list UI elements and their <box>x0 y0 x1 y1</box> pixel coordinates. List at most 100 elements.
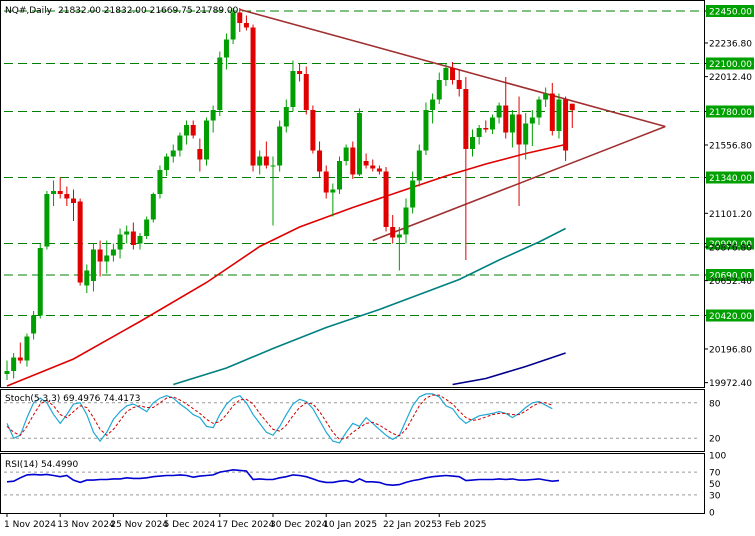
candle-body <box>71 198 76 203</box>
price-level-badge <box>706 237 754 250</box>
candle-body <box>343 147 349 161</box>
symbol-label: NQ#,Daily <box>5 6 53 16</box>
candle-body <box>137 236 143 244</box>
candle-body <box>77 201 83 283</box>
candle-body <box>263 156 269 166</box>
price-tick-label: 20690.00 <box>709 272 752 282</box>
candles <box>4 8 575 380</box>
stoch-header: Stoch(5,3,3) 69.4976 74.4173 <box>5 394 140 404</box>
candle-body <box>483 128 489 130</box>
ma_slow-line <box>173 227 566 386</box>
candle-body <box>110 249 116 256</box>
time-tick-label: 17 Dec 2024 <box>217 520 275 530</box>
candle-body <box>390 227 396 238</box>
candle-body <box>403 207 409 235</box>
candle-body <box>563 99 569 151</box>
candle-body <box>489 117 495 130</box>
price-level-badge <box>706 171 754 184</box>
price-tick-label: 21556.80 <box>709 141 752 151</box>
triangle-trendlines <box>239 8 666 242</box>
candle-body <box>190 125 196 136</box>
candle-body <box>297 71 303 74</box>
candle-body <box>516 114 522 145</box>
time-tick-label: 3 Feb 2025 <box>436 520 486 530</box>
candle-body <box>150 194 156 220</box>
rsi-header: RSI(14) 54.4990 <box>5 460 78 470</box>
candle-body <box>230 12 236 40</box>
rsi-tick-label: 30 <box>709 491 721 501</box>
candle-body <box>356 113 362 175</box>
candle-body <box>323 171 329 193</box>
price-tick-label: 21101.20 <box>709 210 752 220</box>
candle-body <box>383 171 389 227</box>
candle-body <box>337 161 342 190</box>
candle-body <box>250 27 256 166</box>
candle-body <box>330 189 336 193</box>
candle-body <box>237 12 243 23</box>
candle-body <box>556 99 562 131</box>
candle-body <box>11 357 17 371</box>
candle-body <box>277 126 283 166</box>
candle-body <box>476 128 482 137</box>
candle-body <box>257 156 263 166</box>
ohlc-values: 21832.00 21832.00 21669.75 21789.00 <box>58 6 239 16</box>
time-tick-label: 13 Nov 2024 <box>57 520 115 530</box>
rsi-panel-frame <box>0 453 705 514</box>
candle-body <box>170 150 176 157</box>
candle-body <box>124 231 130 235</box>
candle-body <box>97 249 103 262</box>
candle-body <box>57 191 63 194</box>
candle-body <box>423 110 429 151</box>
candle-body <box>270 165 276 167</box>
candle-body <box>470 137 475 149</box>
candle-body <box>24 336 30 361</box>
time-tick-label: 5 Dec 2024 <box>164 520 216 530</box>
time-tick-label: 10 Jan 2025 <box>323 520 377 530</box>
moving-averages <box>6 143 566 387</box>
candle-body <box>217 57 223 110</box>
candle-body <box>184 125 190 136</box>
candle-body <box>509 114 515 133</box>
chart-header: NQ#,Daily 21832.00 21832.00 21669.75 2178… <box>5 6 239 16</box>
candle-body <box>303 74 309 110</box>
candle-body <box>536 99 542 118</box>
candle-body <box>370 165 376 169</box>
time-tick-label: 25 Nov 2024 <box>110 520 168 530</box>
price-tick-label: 22012.40 <box>709 73 752 83</box>
candle-body <box>430 99 436 110</box>
price-level-badge <box>706 57 754 70</box>
candle-body <box>177 135 183 151</box>
candle-body <box>549 93 555 131</box>
candle-body <box>443 68 449 80</box>
candle-body <box>529 117 535 124</box>
rsi-tick-label: 0 <box>709 509 715 519</box>
main-panel-frame <box>0 0 705 388</box>
candle-body <box>31 315 37 334</box>
price-level-badge <box>706 269 754 281</box>
candle-body <box>51 191 57 194</box>
rsi-line <box>6 468 560 487</box>
stoch-panel-frame <box>0 389 705 452</box>
stoch-tick-label: 80 <box>709 399 721 409</box>
candle-body <box>210 110 216 121</box>
time-tick-label: 22 Jan 2025 <box>383 520 437 530</box>
rsi-tick-label: 50 <box>709 480 721 490</box>
price-level-badge <box>706 5 754 17</box>
candle-body <box>523 123 529 145</box>
candle-body <box>17 357 23 361</box>
price-tick-label: 20420.00 <box>709 312 752 322</box>
candle-body <box>117 234 123 250</box>
candle-body <box>410 180 416 208</box>
ma_fast-line <box>6 143 566 387</box>
candle-body <box>144 219 150 236</box>
ma_long-line <box>452 352 566 386</box>
candle-body <box>363 161 369 166</box>
candle-body <box>310 110 316 151</box>
candle-body <box>84 270 90 286</box>
price-tick-label: 21780.00 <box>709 108 752 118</box>
rsi-tick-label: 70 <box>709 469 721 479</box>
price-level-badge <box>706 309 754 322</box>
candle-body <box>243 23 249 28</box>
